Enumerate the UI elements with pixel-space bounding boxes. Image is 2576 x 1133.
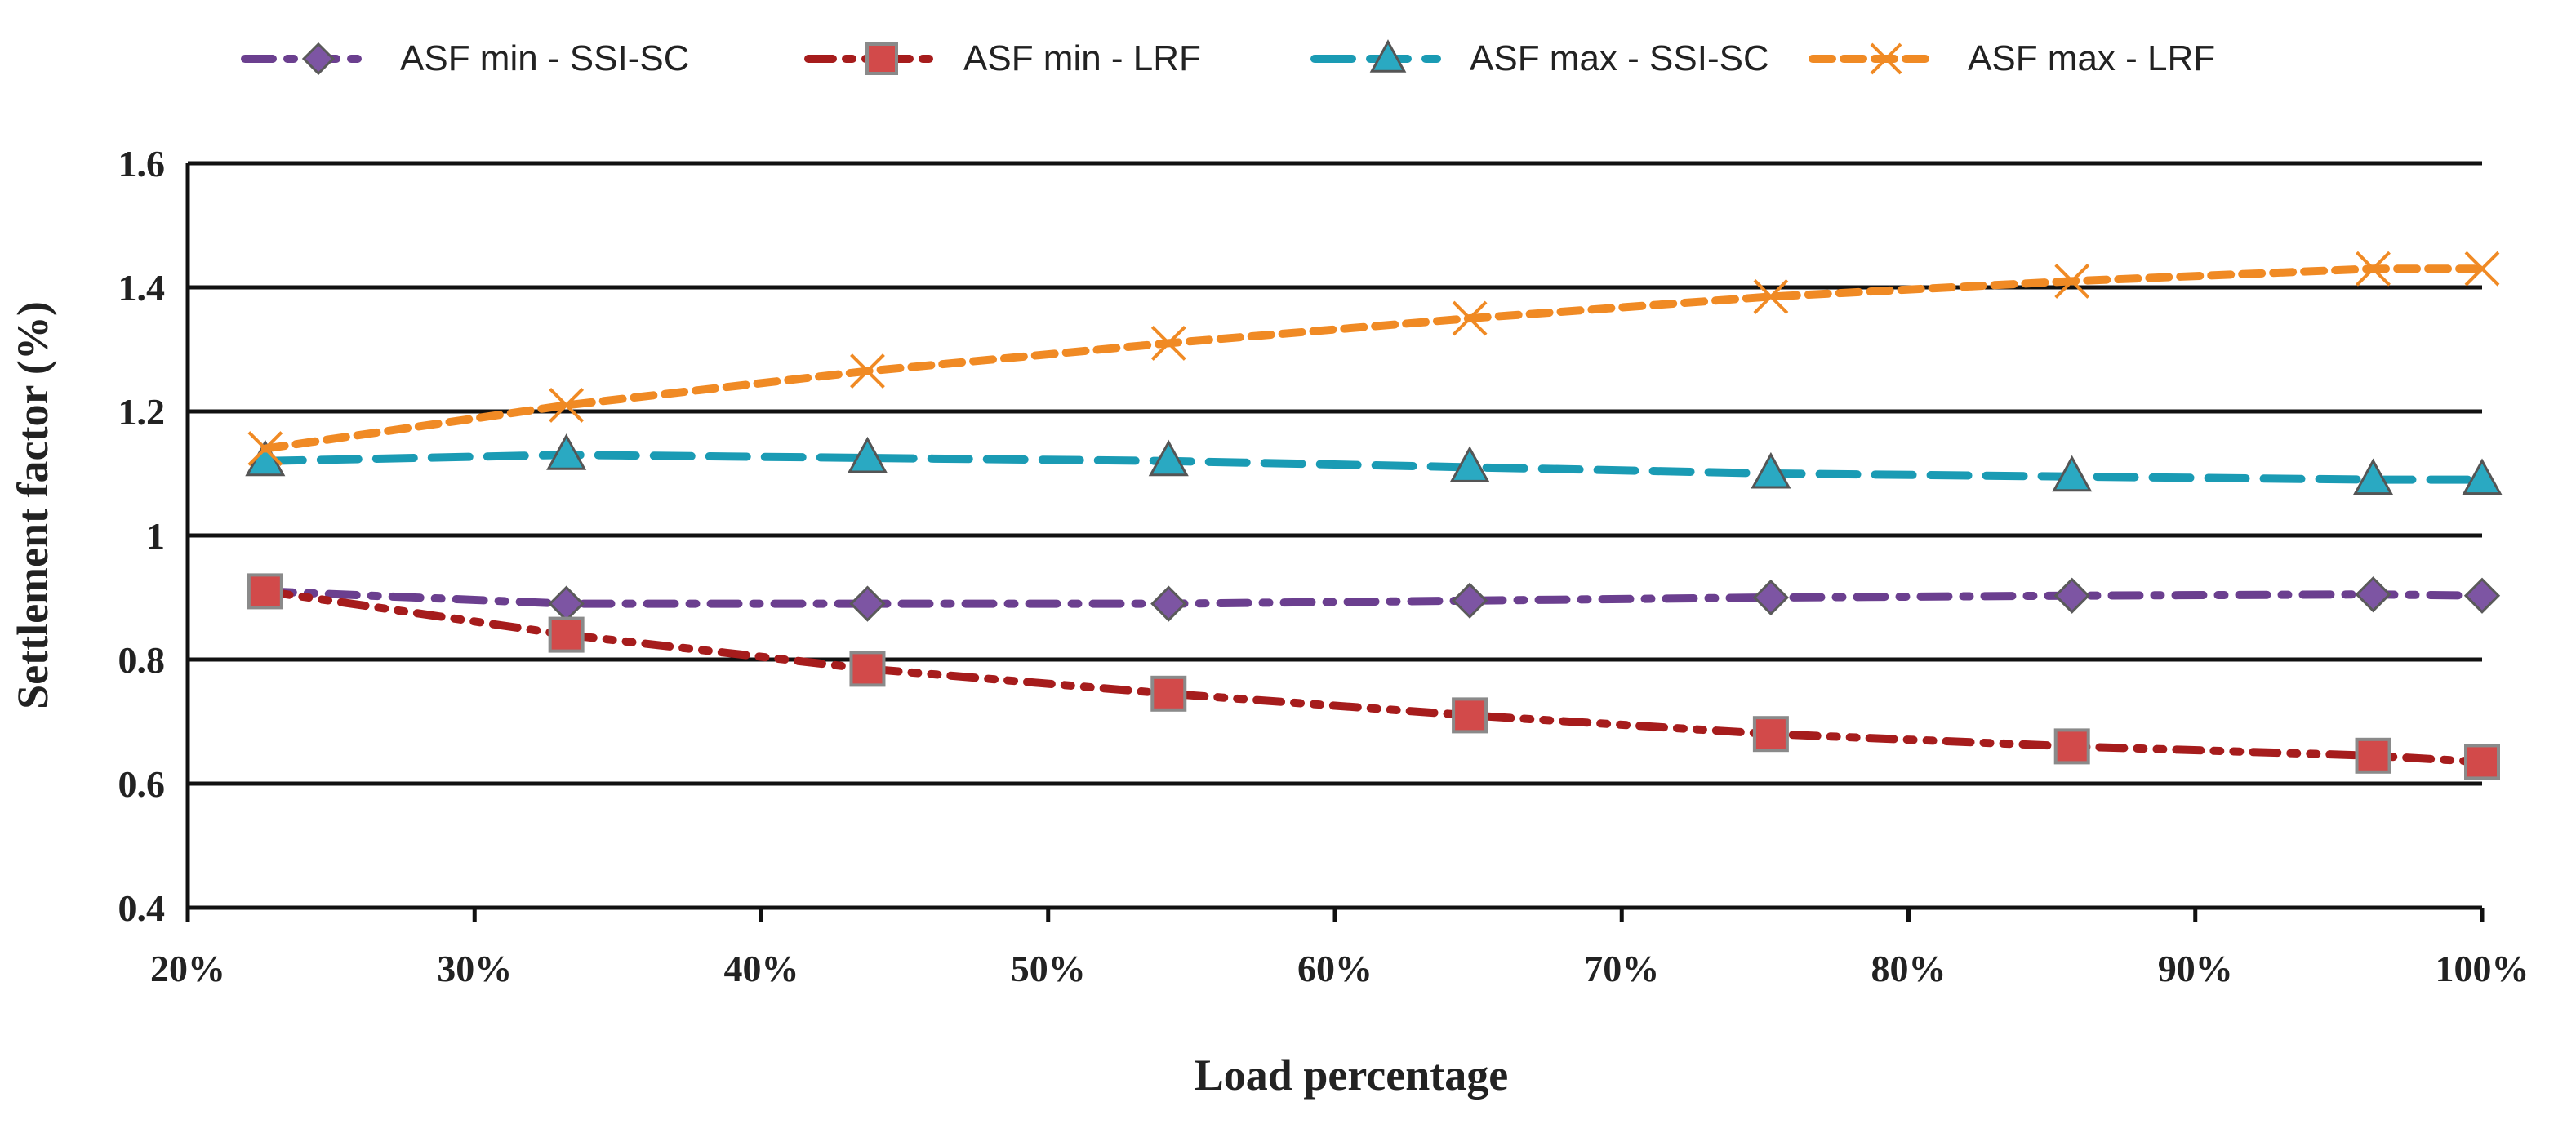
data-point-triangle bbox=[1449, 446, 1490, 482]
y-tick-label: 1.2 bbox=[118, 391, 166, 433]
data-point-diamond bbox=[548, 585, 585, 622]
data-point-x bbox=[2464, 251, 2500, 287]
legend-item: ASF max - LRF bbox=[1809, 38, 2215, 78]
data-point-square bbox=[1452, 697, 1488, 734]
data-point-triangle bbox=[1369, 39, 1407, 73]
legend-label: ASF max - LRF bbox=[1968, 38, 2215, 78]
x-tick-label: 40% bbox=[724, 948, 799, 989]
series-line bbox=[260, 264, 2486, 453]
x-stroke bbox=[549, 387, 585, 423]
data-point-x bbox=[247, 431, 283, 467]
x-tick-label: 100% bbox=[2436, 948, 2529, 989]
x-axis-title: Load percentage bbox=[1195, 1051, 1508, 1100]
data-point-diamond bbox=[1150, 585, 1187, 622]
legend-label: ASF min - LRF bbox=[963, 38, 1201, 78]
x-tick-label: 70% bbox=[1584, 948, 1659, 989]
data-point-diamond bbox=[2463, 577, 2501, 614]
data-point-triangle bbox=[2352, 458, 2394, 495]
series-line bbox=[260, 587, 2486, 766]
data-point-x bbox=[2356, 251, 2391, 287]
y-tick-label: 1.4 bbox=[118, 267, 166, 309]
data-point-x bbox=[2054, 263, 2090, 299]
x-tick-label: 20% bbox=[150, 948, 225, 989]
data-point-diamond bbox=[2053, 577, 2090, 614]
x-tick-label: 90% bbox=[2158, 948, 2233, 989]
data-point-square bbox=[2464, 744, 2500, 780]
data-point-triangle bbox=[1751, 451, 1791, 489]
data-point-square bbox=[1150, 675, 1187, 712]
x-stroke bbox=[1753, 278, 1789, 314]
data-point-diamond bbox=[1752, 579, 1790, 616]
x-tick-label: 30% bbox=[437, 948, 512, 989]
x-stroke bbox=[1870, 42, 1902, 75]
data-point-x bbox=[1452, 300, 1488, 336]
legend-item: ASF min - SSI-SC bbox=[241, 38, 690, 78]
legend-label: ASF min - SSI-SC bbox=[400, 38, 690, 78]
series-line bbox=[260, 587, 2486, 608]
x-stroke bbox=[850, 353, 885, 389]
data-point-diamond bbox=[301, 42, 336, 76]
data-point-triangle bbox=[2462, 458, 2503, 495]
series-0 bbox=[247, 573, 2501, 622]
y-tick-label: 1.6 bbox=[118, 143, 166, 184]
x-stroke bbox=[2464, 251, 2500, 287]
tick-labels: 0.4 0.6 0.8 1 1.2 1.4 1.6 20% 30% 40% 50% 60% 70% 80%… bbox=[118, 143, 2529, 989]
x-stroke bbox=[247, 431, 283, 467]
y-tick-label: 1 bbox=[146, 515, 165, 557]
data-point-triangle bbox=[2052, 455, 2093, 492]
x-tick-label: 50% bbox=[1011, 948, 1086, 989]
x-tick-label: 60% bbox=[1297, 948, 1373, 989]
legend-item: ASF min - LRF bbox=[804, 38, 1201, 78]
axes bbox=[185, 163, 2485, 922]
data-point-x bbox=[1753, 278, 1789, 314]
data-point-x bbox=[1150, 325, 1186, 361]
x-stroke bbox=[1452, 300, 1488, 336]
x-stroke bbox=[1150, 325, 1186, 361]
legend: ASF min - SSI-SC ASF min - LRF ASF max - S… bbox=[241, 38, 2215, 78]
data-point-x bbox=[1870, 42, 1902, 75]
series-line bbox=[260, 451, 2486, 484]
data-point-square bbox=[2355, 737, 2391, 774]
y-tick-label: 0.8 bbox=[118, 639, 166, 681]
data-point-square bbox=[2053, 728, 2090, 765]
x-tick-label: 80% bbox=[1871, 948, 1946, 989]
x-stroke bbox=[2054, 263, 2090, 299]
legend-item: ASF max - SSI-SC bbox=[1310, 38, 1769, 78]
data-point-square bbox=[1752, 716, 1789, 753]
data-point-x bbox=[549, 387, 585, 423]
data-point-square bbox=[849, 651, 886, 687]
x-stroke bbox=[2356, 251, 2391, 287]
data-point-square bbox=[548, 616, 585, 653]
plot-area bbox=[245, 251, 2503, 780]
y-tick-label: 0.6 bbox=[118, 763, 166, 805]
data-point-square bbox=[247, 573, 283, 610]
gridlines bbox=[188, 161, 2482, 786]
series-1 bbox=[247, 573, 2500, 780]
legend-label: ASF max - SSI-SC bbox=[1470, 38, 1769, 78]
data-point-triangle bbox=[847, 436, 888, 473]
data-point-square bbox=[865, 42, 898, 75]
y-axis-title: Settlement factor (%) bbox=[8, 301, 57, 709]
data-point-triangle bbox=[546, 433, 587, 470]
series-2 bbox=[245, 433, 2503, 495]
data-point-x bbox=[850, 353, 885, 389]
data-point-diamond bbox=[1451, 582, 1488, 619]
data-point-diamond bbox=[849, 585, 886, 622]
series-3 bbox=[247, 251, 2500, 467]
y-tick-label: 0.4 bbox=[118, 887, 166, 929]
data-point-diamond bbox=[2355, 576, 2391, 613]
data-point-triangle bbox=[1148, 439, 1189, 477]
